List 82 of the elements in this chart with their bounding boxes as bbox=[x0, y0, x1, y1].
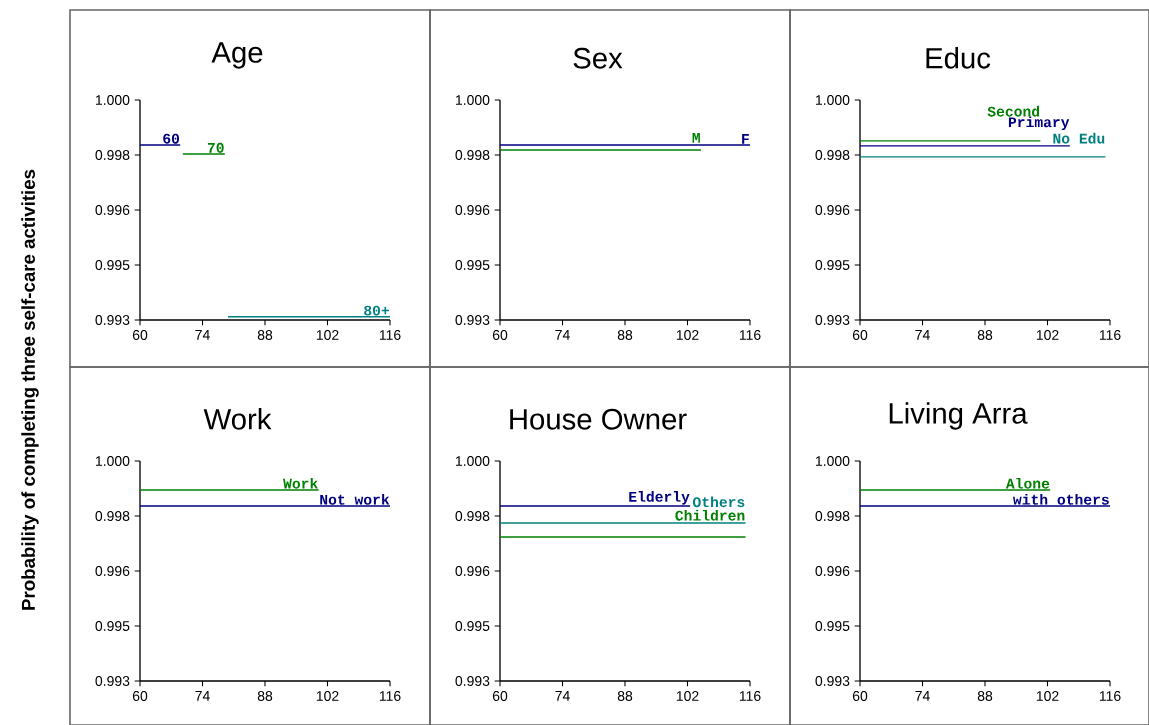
y-tick-label: 1.000 bbox=[95, 95, 130, 105]
y-axis-title: Probability of completing three self-care activities bbox=[21, 169, 39, 610]
chart-title: Educ bbox=[926, 47, 991, 69]
y-tick-label: 0.993 bbox=[815, 315, 850, 325]
x-tick-label: 102 bbox=[1036, 691, 1059, 701]
series-label: M bbox=[692, 133, 700, 143]
y-tick-label: 1.000 bbox=[816, 456, 850, 466]
y-tick-label: 1.000 bbox=[455, 95, 490, 105]
x-tick-label: 60 bbox=[492, 330, 508, 340]
series-label: Children bbox=[675, 509, 745, 521]
x-tick-label: 60 bbox=[852, 691, 868, 701]
x-tick-label: 88 bbox=[617, 691, 633, 701]
chart-title: Work bbox=[203, 408, 272, 430]
series-label: No Edu bbox=[1053, 132, 1105, 144]
x-tick-label: 116 bbox=[1099, 330, 1121, 340]
y-tick-label: 0.995 bbox=[95, 260, 130, 270]
x-tick-label: 88 bbox=[977, 330, 993, 340]
x-tick-label: 60 bbox=[132, 691, 148, 701]
x-tick-label: 88 bbox=[257, 330, 273, 340]
chart-title: House Owner bbox=[510, 408, 687, 430]
y-tick-label: 1.000 bbox=[95, 456, 130, 466]
series-label: with others bbox=[1013, 493, 1109, 505]
x-tick-label: 102 bbox=[316, 330, 339, 340]
x-tick-label: 102 bbox=[676, 330, 699, 340]
series-label: 80+ bbox=[364, 305, 389, 316]
y-tick-label: 0.996 bbox=[815, 566, 850, 576]
x-tick-label: 88 bbox=[257, 691, 273, 701]
y-tick-label: 0.995 bbox=[815, 621, 850, 631]
x-tick-label: 74 bbox=[195, 691, 210, 701]
chart-title: Age bbox=[211, 42, 263, 69]
chart-title: Living Arra bbox=[889, 402, 1028, 430]
chart-title: Sex bbox=[573, 47, 623, 69]
series-label: Work bbox=[283, 477, 318, 489]
y-tick-label: 0.996 bbox=[455, 566, 490, 576]
y-tick-label: 0.993 bbox=[95, 676, 130, 686]
x-tick-label: 60 bbox=[132, 330, 148, 340]
series-label: Primary bbox=[1008, 116, 1070, 131]
x-tick-label: 74 bbox=[555, 691, 570, 701]
series-label: 70 bbox=[207, 142, 224, 153]
x-tick-label: 88 bbox=[977, 691, 993, 701]
series-label: Second bbox=[987, 105, 1040, 117]
x-tick-label: 74 bbox=[195, 330, 210, 340]
series-label: Others bbox=[692, 496, 745, 508]
y-tick-label: 0.998 bbox=[455, 150, 490, 160]
y-tick-label: 0.993 bbox=[815, 676, 850, 686]
y-tick-label: 0.995 bbox=[815, 260, 850, 270]
y-tick-label: 0.995 bbox=[455, 260, 490, 270]
y-tick-label: 1.000 bbox=[455, 456, 490, 466]
x-tick-label: 74 bbox=[915, 330, 930, 340]
x-tick-label: 102 bbox=[676, 691, 699, 701]
y-tick-label: 1.000 bbox=[816, 95, 850, 105]
series-label: Alone bbox=[1005, 477, 1050, 489]
series-label: Not work bbox=[320, 493, 390, 505]
series-label: Elderly bbox=[629, 491, 690, 505]
y-tick-label: 0.996 bbox=[815, 205, 850, 215]
series-label: 60 bbox=[163, 133, 180, 144]
y-tick-label: 0.995 bbox=[95, 621, 130, 631]
y-tick-label: 0.996 bbox=[95, 205, 130, 215]
y-tick-label: 0.996 bbox=[95, 566, 130, 576]
y-tick-label: 0.998 bbox=[95, 511, 130, 521]
y-tick-label: 0.998 bbox=[95, 150, 130, 160]
x-tick-label: 116 bbox=[379, 330, 401, 340]
x-tick-label: 60 bbox=[852, 330, 868, 340]
x-tick-label: 74 bbox=[915, 691, 930, 701]
x-tick-label: 116 bbox=[739, 691, 761, 701]
y-tick-label: 0.995 bbox=[455, 621, 490, 631]
x-tick-label: 88 bbox=[617, 330, 633, 340]
x-tick-label: 116 bbox=[1099, 691, 1121, 701]
y-tick-label: 0.996 bbox=[455, 205, 490, 215]
y-tick-label: 0.998 bbox=[815, 150, 850, 160]
x-tick-label: 74 bbox=[555, 330, 570, 340]
x-tick-label: 116 bbox=[379, 691, 401, 701]
x-tick-label: 60 bbox=[492, 691, 508, 701]
y-tick-label: 0.993 bbox=[95, 315, 130, 325]
y-tick-label: 0.993 bbox=[455, 315, 490, 325]
x-tick-label: 102 bbox=[1036, 330, 1059, 340]
y-tick-label: 0.998 bbox=[815, 511, 850, 521]
series-label: F bbox=[742, 134, 749, 144]
x-tick-label: 102 bbox=[316, 691, 339, 701]
y-tick-label: 0.993 bbox=[455, 676, 490, 686]
y-tick-label: 0.998 bbox=[455, 511, 490, 521]
x-tick-label: 116 bbox=[739, 330, 761, 340]
